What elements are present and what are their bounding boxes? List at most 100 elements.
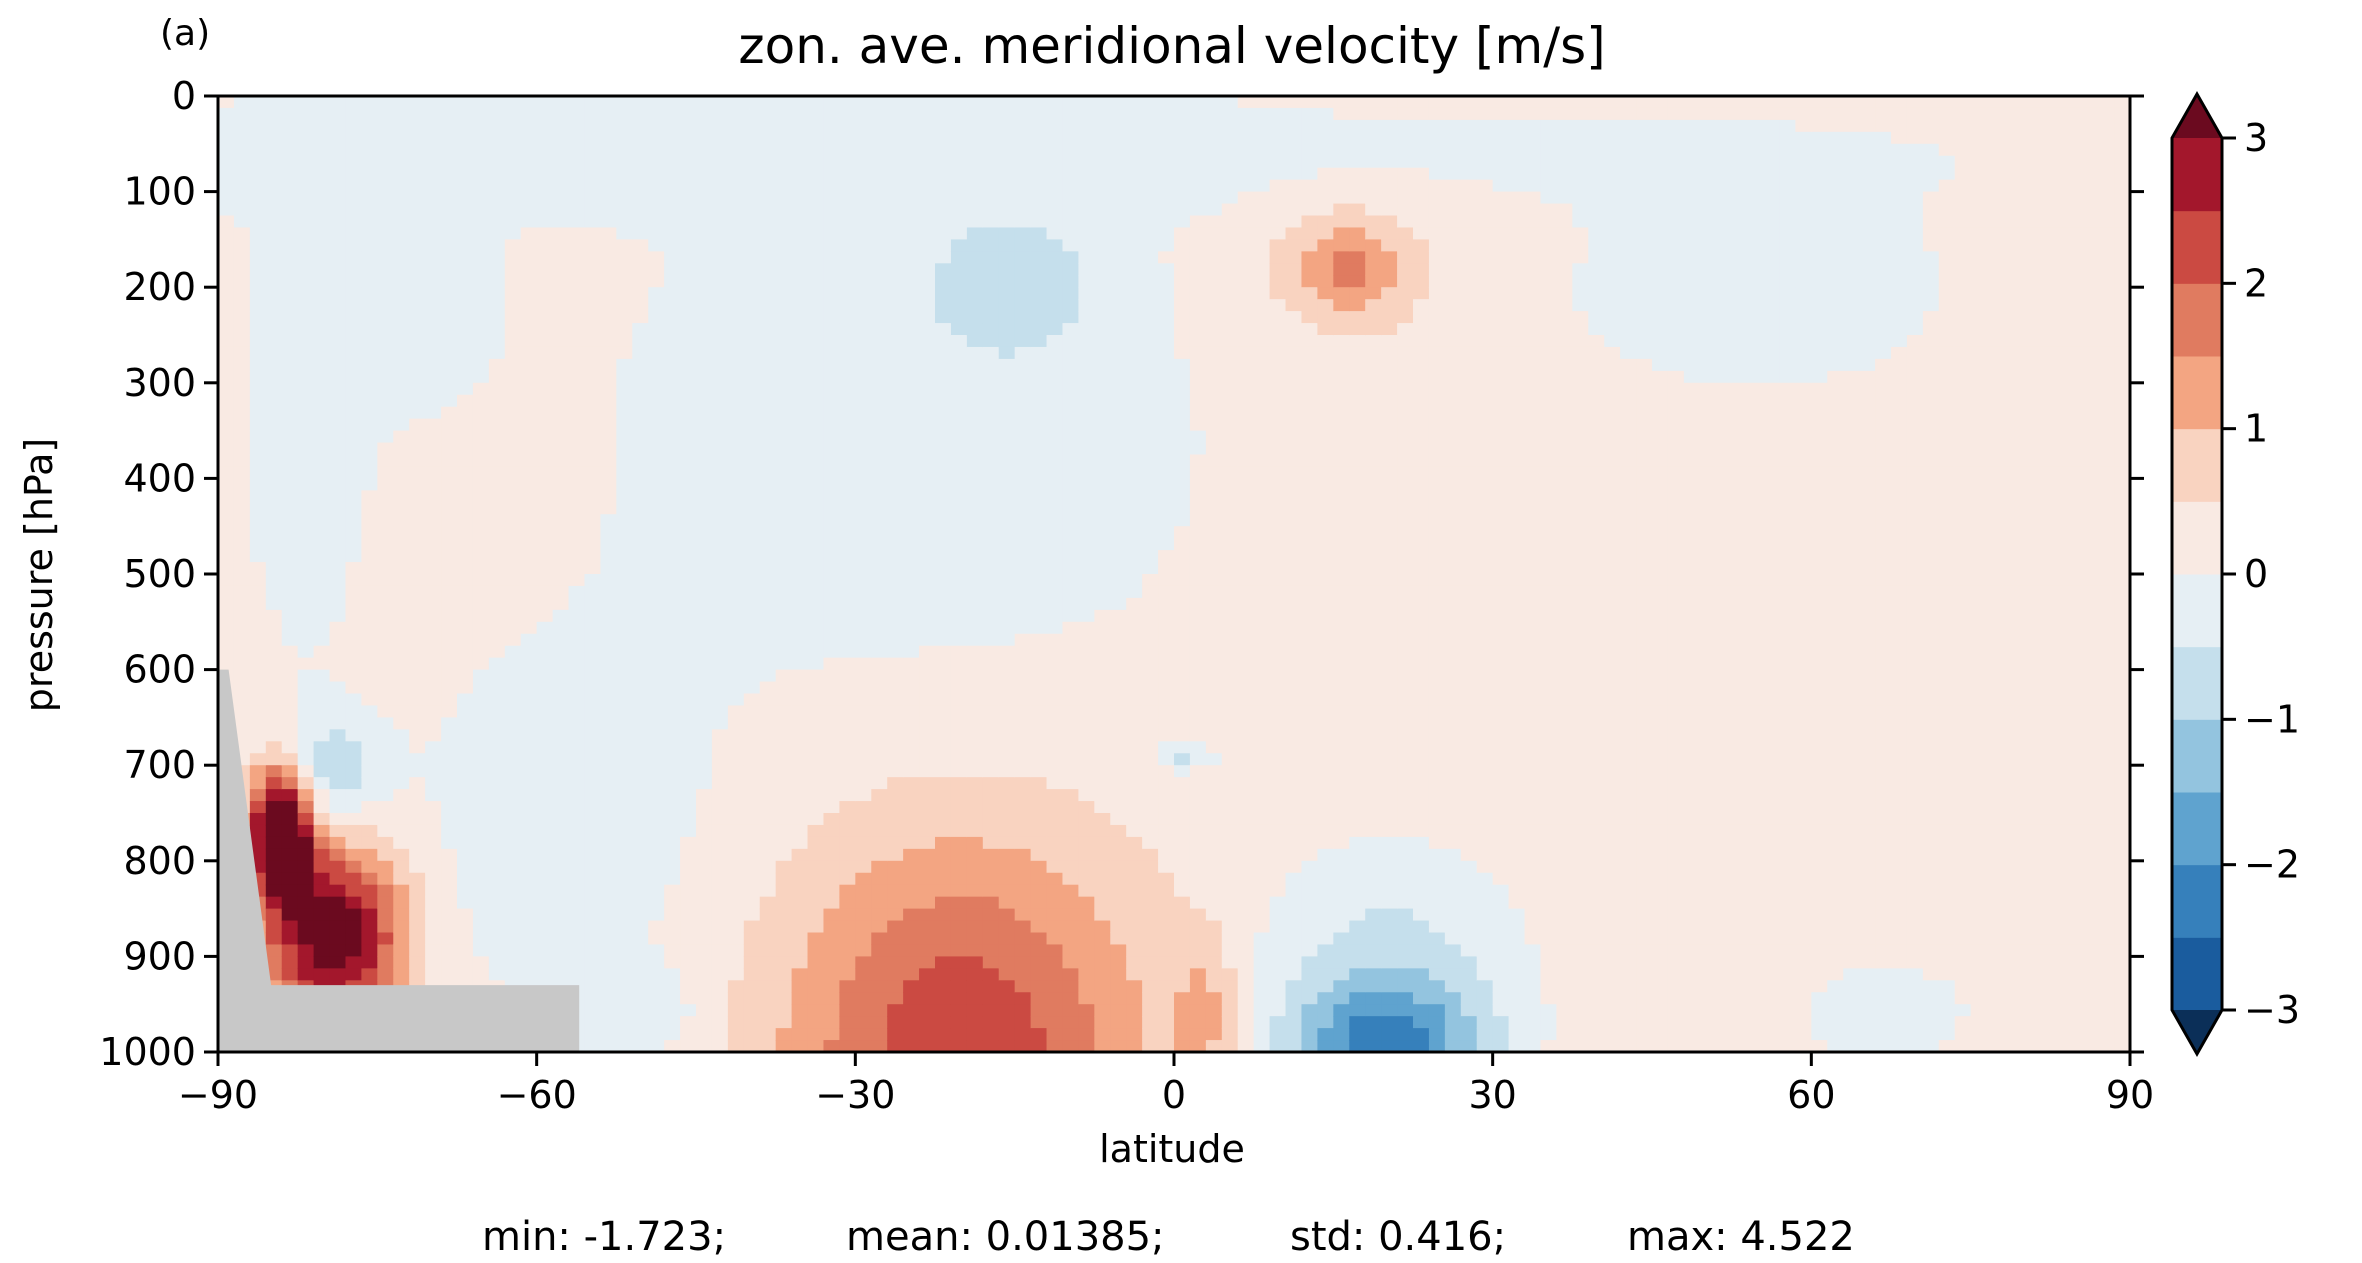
contour-cell	[488, 836, 506, 850]
contour-cell	[584, 143, 601, 157]
contour-cell	[1158, 119, 1175, 133]
contour-cell	[632, 968, 649, 981]
contour-cell	[1126, 1004, 1143, 1017]
contour-cell	[632, 538, 649, 551]
contour-cell	[536, 466, 554, 479]
contour-cell	[1205, 299, 1223, 312]
contour-cell	[680, 1016, 697, 1029]
contour-cell	[1094, 633, 1111, 647]
contour-cell	[998, 860, 1016, 874]
contour-cell	[361, 96, 378, 109]
contour-cell	[441, 478, 458, 491]
contour-cell	[1158, 884, 1175, 898]
contour-cell	[361, 370, 378, 384]
contour-cell	[966, 693, 984, 707]
contour-cell	[1174, 753, 1191, 766]
contour-cell	[998, 609, 1016, 623]
contour-cell	[1205, 239, 1223, 252]
contour-cell	[711, 418, 729, 432]
contour-cell	[1158, 311, 1175, 324]
contour-cell	[919, 896, 936, 910]
contour-cell	[839, 609, 856, 623]
contour-cell	[361, 729, 378, 742]
contour-cell	[297, 394, 315, 408]
contour-cell	[711, 143, 729, 157]
contour-cell	[1126, 633, 1143, 647]
contour-cell	[871, 155, 888, 169]
contour-cell	[982, 681, 1000, 695]
contour-cell	[409, 836, 426, 850]
contour-cell	[329, 275, 347, 288]
contour-cell	[616, 263, 633, 276]
contour-cell	[616, 1040, 633, 1053]
contour-cell	[281, 848, 299, 862]
contour-cell	[632, 478, 649, 491]
contour-cell	[903, 227, 920, 240]
contour-cell	[1189, 239, 1207, 252]
contour-cell	[568, 633, 586, 647]
contour-cell	[680, 394, 697, 408]
contour-cell	[950, 550, 968, 563]
contour-cell	[696, 406, 713, 420]
contour-cell	[329, 526, 347, 539]
contour-cell	[520, 406, 538, 420]
contour-cell	[998, 789, 1016, 802]
contour-cell	[377, 466, 394, 479]
contour-cell	[919, 179, 936, 193]
contour-cell	[1158, 191, 1175, 205]
contour-cell	[1094, 466, 1111, 479]
contour-cell	[377, 203, 394, 217]
contour-cell	[887, 633, 904, 647]
contour-cell	[1110, 932, 1127, 946]
contour-cell	[950, 813, 968, 826]
contour-cell	[218, 143, 235, 157]
contour-cell	[297, 454, 315, 468]
contour-cell	[584, 824, 601, 838]
contour-cell	[488, 179, 506, 193]
contour-cell	[807, 370, 825, 384]
contour-cell	[966, 490, 984, 503]
contour-cell	[1094, 430, 1111, 444]
contour-cell	[441, 143, 458, 157]
contour-cell	[680, 621, 697, 635]
contour-cell	[233, 657, 251, 671]
contour-cell	[680, 167, 697, 181]
contour-cell	[998, 382, 1016, 396]
contour-cell	[855, 358, 872, 372]
contour-cell	[759, 789, 777, 802]
contour-cell	[377, 430, 394, 444]
contour-cell	[823, 311, 840, 324]
contour-cell	[329, 490, 347, 503]
contour-cell	[696, 597, 713, 611]
contour-cell	[297, 693, 315, 707]
contour-cell	[552, 609, 570, 623]
contour-cell	[584, 609, 601, 623]
contour-cell	[1046, 717, 1064, 730]
contour-cell	[472, 406, 490, 420]
contour-cell	[1126, 167, 1143, 181]
contour-cell	[393, 346, 410, 360]
contour-cell	[982, 801, 1000, 814]
contour-cell	[345, 406, 362, 420]
contour-cell	[759, 741, 777, 754]
contour-cell	[361, 574, 378, 587]
contour-cell	[409, 191, 426, 205]
contour-cell	[855, 705, 872, 718]
contour-cell	[1158, 143, 1175, 157]
contour-cell	[552, 346, 570, 360]
contour-cell	[218, 394, 235, 408]
contour-cell	[950, 358, 968, 372]
contour-cell	[265, 179, 283, 193]
contour-cell	[1078, 753, 1095, 766]
contour-cell	[648, 693, 665, 707]
contour-cell	[919, 920, 936, 934]
contour-cell	[998, 323, 1016, 336]
contour-cell	[935, 155, 952, 169]
contour-cell	[281, 382, 299, 396]
contour-cell	[520, 526, 538, 539]
contour-cell	[249, 107, 267, 121]
contour-cell	[297, 968, 315, 981]
contour-cell	[1078, 311, 1095, 324]
contour-cell	[249, 574, 267, 587]
contour-cell	[329, 621, 347, 635]
